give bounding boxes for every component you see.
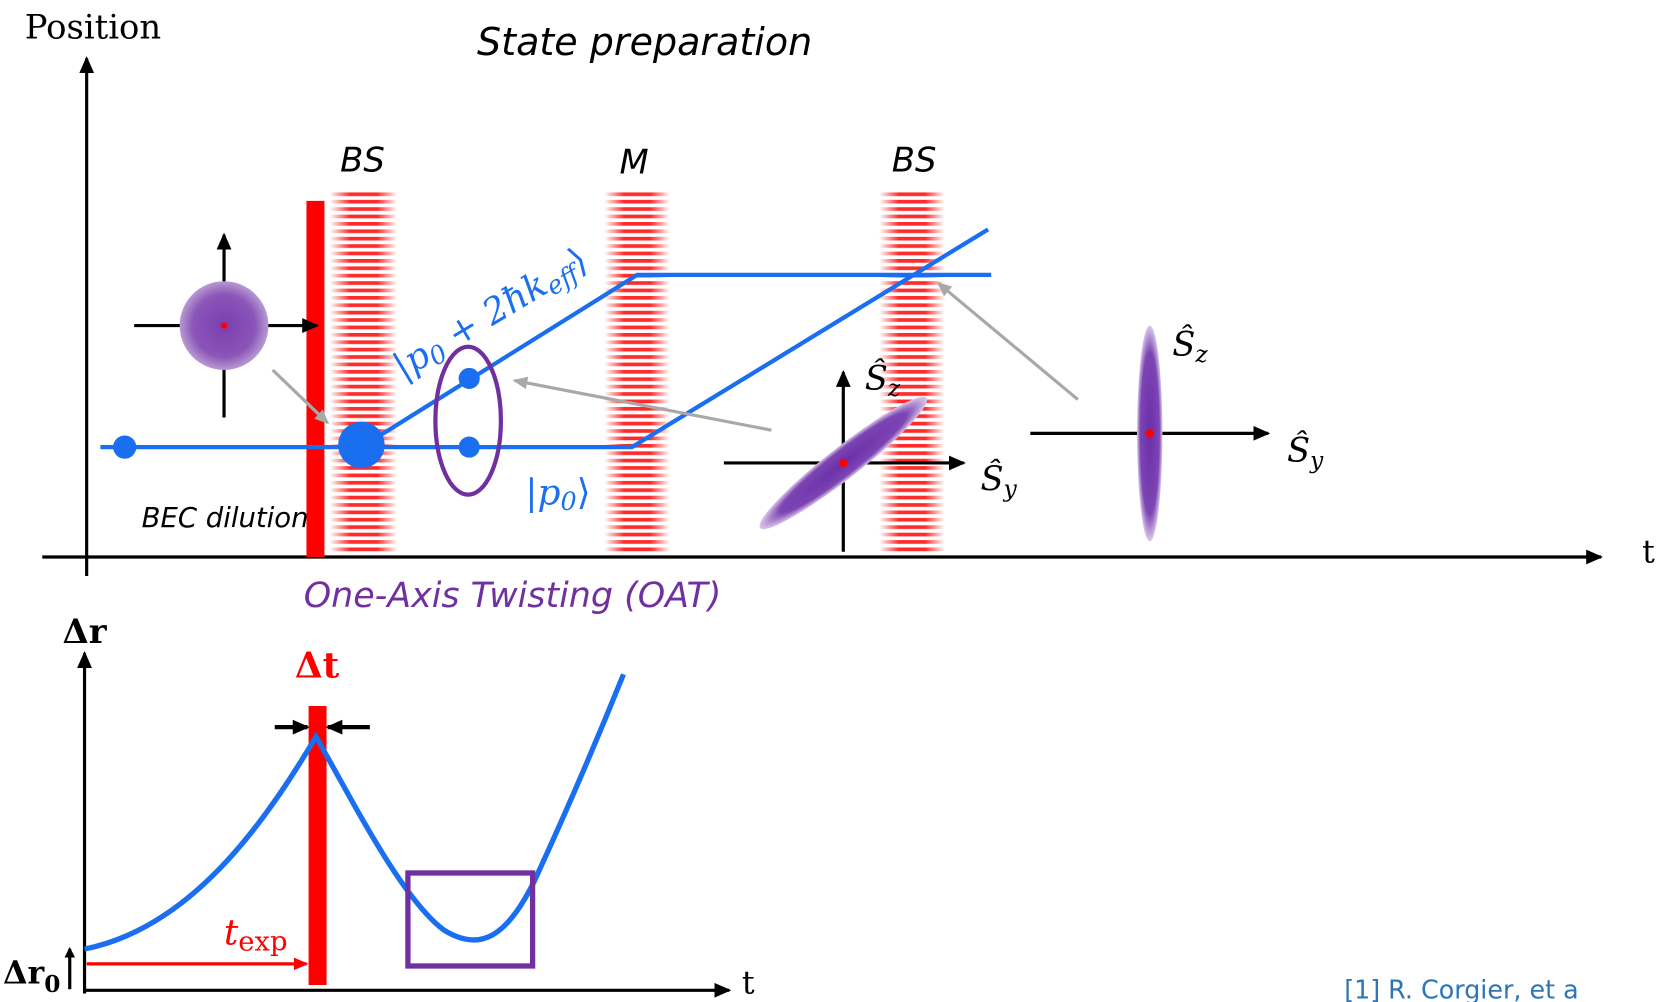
pulse-label: M: [619, 142, 648, 181]
text-part: |p: [525, 472, 560, 513]
text-part: t: [224, 912, 239, 953]
atom: [113, 435, 136, 458]
axis-label: t: [742, 965, 755, 1001]
highlight-box: [408, 873, 533, 966]
text-part: exp: [238, 926, 287, 957]
origin-label: Δr0: [3, 954, 60, 998]
page: { "top_panel": { "y_axis_label": "Positi…: [0, 0, 1657, 1002]
text-part: Ŝ: [1287, 429, 1310, 469]
center-dot: [1146, 429, 1154, 437]
text-part: ⟩: [577, 472, 591, 513]
text-part: 0: [44, 970, 60, 997]
state-label: |p0⟩: [525, 472, 590, 516]
axis-label: t: [1642, 534, 1655, 570]
text-part: + 2ħk: [430, 264, 555, 361]
text-part: Ŝ: [865, 358, 888, 398]
dilution-bar: [306, 201, 324, 557]
text-part: Δr: [3, 954, 46, 991]
title: State preparation: [477, 20, 812, 64]
center-dot: [221, 322, 227, 328]
pulse-label: BS: [892, 140, 937, 179]
text-part: Ŝ: [980, 458, 1003, 498]
text-part: Ŝ: [1172, 324, 1195, 364]
pulse-label: BS: [340, 140, 385, 179]
curve: [85, 674, 624, 949]
spin-axis-label: Ŝz: [1172, 324, 1208, 368]
axis-label: Δr: [63, 611, 108, 651]
text-part: y: [1309, 446, 1324, 473]
text-part: y: [1003, 475, 1018, 502]
atom: [459, 437, 480, 458]
width-label: Δt: [295, 644, 340, 686]
spin-axis-label: Ŝy: [1287, 429, 1324, 473]
spin-axis-label: Ŝy: [980, 458, 1017, 502]
label: BEC dilution: [142, 503, 309, 534]
text-part: z: [887, 374, 901, 401]
atom: [459, 368, 480, 389]
laser-beam: [604, 190, 670, 555]
laser-beam: [879, 190, 945, 555]
time-label: texp: [224, 912, 288, 957]
axis-label: Position: [25, 8, 161, 47]
text-part: 0: [560, 486, 576, 516]
atom: [338, 422, 384, 468]
footnote: [1] R. Corgier, et a: [1344, 974, 1578, 1002]
pointer-arrow: [938, 283, 1077, 399]
diagram: Position t State preparation BS M BS |p0…: [0, 0, 1657, 1002]
label: One-Axis Twisting (OAT): [304, 576, 722, 616]
text-part: z: [1194, 341, 1208, 368]
center-dot: [839, 459, 847, 467]
laser-beam: [330, 190, 398, 555]
